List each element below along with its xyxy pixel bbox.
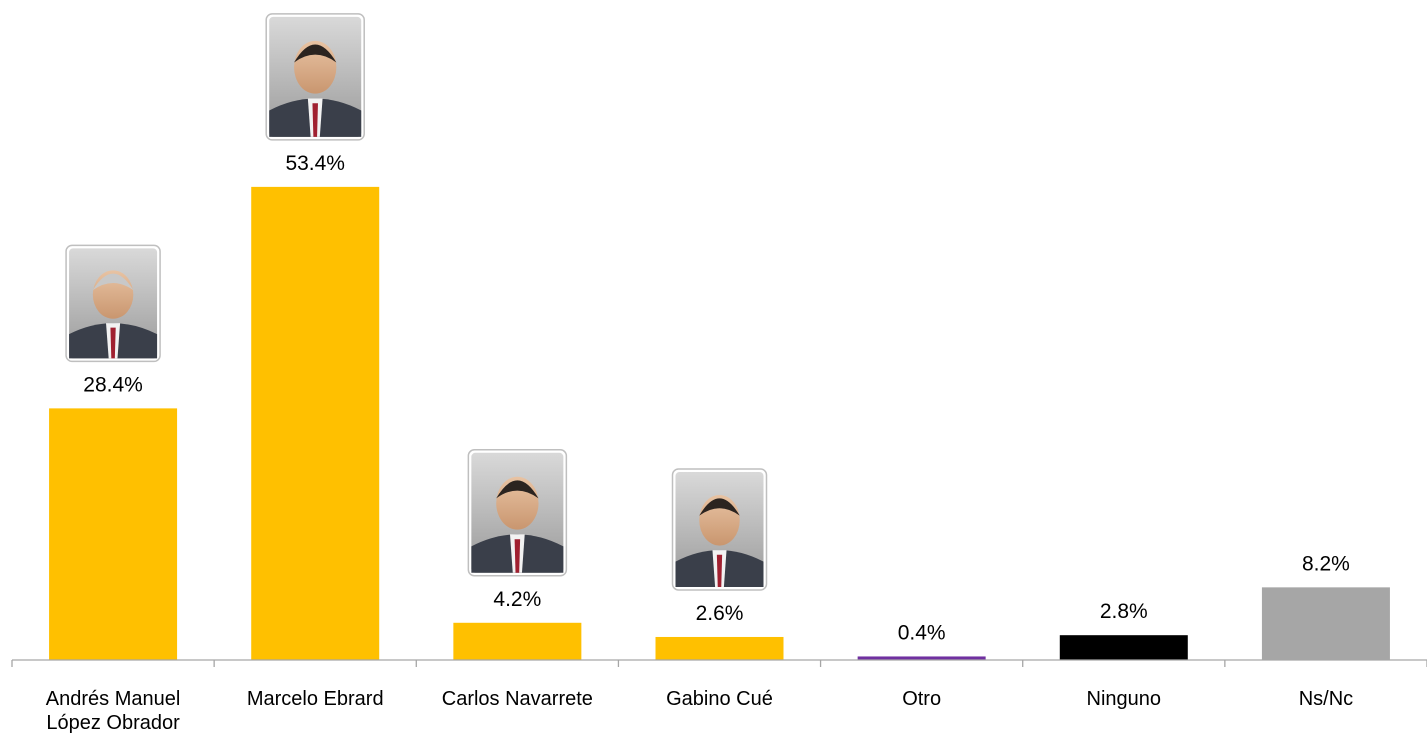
data-label: 28.4% <box>83 373 143 396</box>
candidate-portrait <box>65 244 161 363</box>
category-label-line: Andrés Manuel <box>46 688 181 710</box>
data-label: 4.2% <box>493 588 541 611</box>
bar <box>857 656 986 660</box>
category-label-line: Ninguno <box>1087 688 1162 710</box>
data-label: 53.4% <box>285 152 345 175</box>
portrait-tie <box>110 327 116 359</box>
candidate-portrait <box>265 13 365 141</box>
bar <box>1059 635 1188 660</box>
bar <box>655 636 784 660</box>
x-axis <box>11 659 1427 667</box>
category-label-line: Carlos Navarrete <box>442 688 593 710</box>
portrait-tie <box>716 554 723 587</box>
candidate-portrait <box>467 449 568 577</box>
category-label-line: Gabino Cué <box>666 688 773 710</box>
data-label: 0.4% <box>898 621 946 644</box>
portrait-hair <box>294 44 337 63</box>
bars-layer <box>49 186 1390 660</box>
category-label: Marcelo Ebrard <box>247 688 384 710</box>
candidate-portrait <box>671 468 768 591</box>
category-label: Otro <box>902 688 941 710</box>
bar <box>49 408 178 660</box>
portrait-tie <box>312 103 318 137</box>
category-label-line: Ns/Nc <box>1299 688 1353 710</box>
portraits-layer <box>65 13 768 591</box>
bar <box>453 622 582 660</box>
category-label: Ninguno <box>1087 688 1162 710</box>
category-label: Andrés Manuel López Obrador <box>46 688 181 734</box>
category-label: Carlos Navarrete <box>442 688 593 710</box>
portrait-hair <box>699 498 740 516</box>
data-label: 8.2% <box>1302 552 1350 575</box>
bar <box>1261 587 1390 660</box>
data-label: 2.6% <box>696 602 744 625</box>
portrait-hair <box>496 480 539 499</box>
category-label: Ns/Nc <box>1299 688 1353 710</box>
category-label-line: Otro <box>902 688 941 710</box>
category-label-line: López Obrador <box>46 712 180 734</box>
labels-layer: 28.4% Andrés Manuel López Obrador 53.4% Marc… <box>46 152 1353 734</box>
portrait-hair <box>92 273 134 291</box>
category-label-line: Marcelo Ebrard <box>247 688 384 710</box>
data-label: 2.8% <box>1100 600 1148 623</box>
category-label: Gabino Cué <box>666 688 773 710</box>
bar <box>251 186 380 660</box>
portrait-tie <box>514 539 521 573</box>
